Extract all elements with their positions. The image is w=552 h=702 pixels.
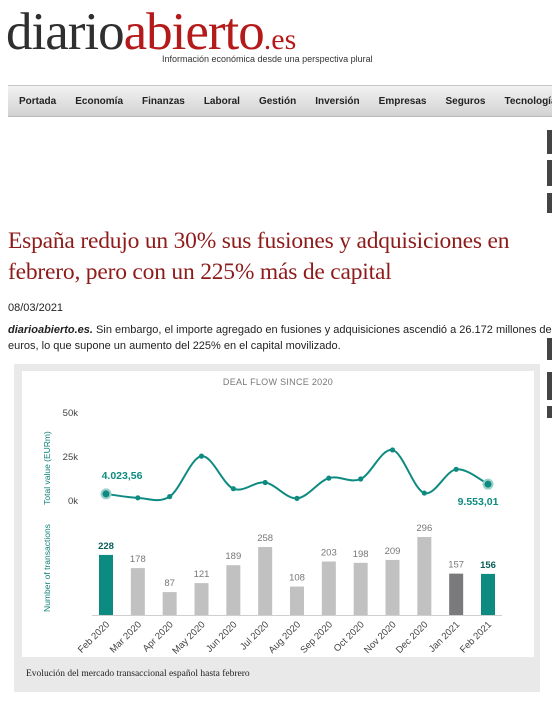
bar-jul-2020	[258, 547, 273, 615]
line-label-first: 4.023,56	[102, 470, 143, 482]
bars-axis-label: Number of transactions	[42, 524, 52, 612]
lead-brand: diarioabierto.es.	[8, 324, 93, 336]
bar-jan-2021	[449, 573, 464, 615]
bar-value-label-jun-2020: 189	[225, 551, 241, 562]
bar-apr-2020	[162, 592, 177, 615]
article-date: 08/03/2021	[8, 302, 64, 314]
bar-value-label-sep-2020: 203	[321, 548, 337, 559]
sidebar-edge	[547, 130, 552, 154]
nav-item-gestion[interactable]: Gestión	[258, 95, 297, 107]
bar-value-label-may-2020: 121	[194, 569, 210, 580]
line-point-aug-2020	[294, 495, 300, 501]
line-point-jan-2021	[453, 466, 459, 472]
article-lead: diarioabierto.es. Sin embargo, el import…	[8, 323, 552, 354]
sidebar-edge	[547, 193, 552, 213]
x-tick-label-feb-2021: Feb 2021	[458, 619, 494, 655]
line-point-feb-2021	[482, 478, 494, 490]
sidebar-edge	[547, 160, 552, 186]
bar-value-label-aug-2020: 108	[289, 573, 305, 584]
bar-mar-2020	[130, 568, 145, 615]
nav-item-economia[interactable]: Economía	[75, 95, 124, 107]
bar-oct-2020	[353, 562, 368, 615]
sidebar-edge	[547, 406, 552, 418]
line-point-jun-2020	[230, 486, 236, 492]
line-point-dec-2020	[421, 490, 427, 496]
x-tick-label-oct-2020: Oct 2020	[332, 619, 367, 654]
nav-item-portada[interactable]: Portada	[19, 95, 57, 107]
line-point-nov-2020	[389, 447, 396, 453]
bar-value-label-oct-2020: 198	[353, 549, 369, 560]
x-tick-label-dec-2020: Dec 2020	[394, 619, 431, 656]
bar-may-2020	[194, 583, 209, 615]
logo-part-diario: diario	[6, 3, 125, 61]
line-tick-label: 50k	[63, 408, 79, 419]
x-tick-label-feb-2020: Feb 2020	[76, 619, 112, 655]
line-point-mar-2020	[135, 495, 141, 501]
chart-title: DEAL FLOW SINCE 2020	[223, 377, 333, 387]
nav-item-tecnologia[interactable]: Tecnología	[504, 95, 552, 107]
nav-item-empresas[interactable]: Empresas	[378, 95, 427, 107]
site-logo[interactable]: diarioabierto.es	[6, 2, 296, 70]
bar-sep-2020	[321, 561, 336, 615]
bar-feb-2021	[481, 573, 495, 615]
bar-feb-2020	[99, 554, 113, 615]
x-tick-label-mar-2020: Mar 2020	[108, 619, 144, 655]
line-tick-label: 25k	[63, 452, 79, 463]
bar-value-label-nov-2020: 209	[385, 546, 401, 557]
deal-value-line	[105, 448, 489, 502]
x-tick-label-jan-2021: Jan 2021	[427, 619, 462, 654]
nav-item-seguros[interactable]: Seguros	[445, 95, 486, 107]
bar-value-label-feb-2020: 228	[98, 541, 114, 552]
bar-jun-2020	[226, 565, 241, 615]
logo-part-abierto: abierto	[123, 3, 265, 61]
sidebar-edge	[547, 372, 552, 400]
line-point-feb-2020	[100, 488, 112, 500]
bar-nov-2020	[385, 559, 400, 615]
bar-value-label-feb-2021: 156	[480, 560, 496, 571]
x-tick-label-nov-2020: Nov 2020	[362, 619, 399, 656]
line-tick-label: 0k	[68, 496, 78, 507]
x-tick-label-may-2020: May 2020	[170, 619, 207, 656]
bar-value-label-apr-2020: 87	[164, 578, 175, 589]
article-headline[interactable]: España redujo un 30% sus fusiones y adqu…	[8, 228, 510, 285]
article-figure: DEAL FLOW SINCE 2020 Total value (EURm) Nu…	[14, 364, 540, 692]
x-tick-label-sep-2020: Sep 2020	[298, 619, 335, 656]
line-axis-label: Total value (EURm)	[42, 431, 52, 505]
nav-item-inversion[interactable]: Inversión	[315, 95, 360, 107]
line-point-apr-2020	[167, 494, 173, 500]
lead-text: Sin embargo, el importe agregado en fusi…	[8, 324, 552, 352]
deal-flow-chart: DEAL FLOW SINCE 2020 Total value (EURm) Nu…	[22, 371, 534, 657]
logo-part-es: .es	[263, 23, 297, 56]
nav-item-laboral[interactable]: Laboral	[203, 95, 240, 107]
bar-value-label-mar-2020: 178	[130, 554, 146, 565]
bar-aug-2020	[290, 586, 304, 615]
bar-value-label-jan-2021: 157	[448, 560, 464, 571]
line-point-may-2020	[198, 453, 205, 459]
line-label-last: 9.553,01	[458, 496, 499, 508]
bar-value-label-dec-2020: 296	[416, 523, 432, 534]
bar-dec-2020	[417, 537, 432, 615]
line-point-oct-2020	[358, 476, 364, 482]
line-point-sep-2020	[326, 475, 332, 481]
x-tick-label-aug-2020: Aug 2020	[267, 619, 304, 656]
x-tick-label-jun-2020: Jun 2020	[204, 619, 239, 654]
site-tagline: Información económica desde una perspect…	[162, 54, 373, 64]
chart-svg: DEAL FLOW SINCE 2020 Total value (EURm) Nu…	[42, 377, 502, 657]
sidebar-edge	[547, 338, 552, 360]
figure-caption: Evolución del mercado transaccional espa…	[26, 669, 250, 679]
nav-item-finanzas[interactable]: Finanzas	[142, 95, 185, 107]
main-nav: Portada Economía Finanzas Laboral Gestió…	[8, 85, 552, 117]
bar-value-label-jul-2020: 258	[257, 533, 273, 544]
line-point-jul-2020	[262, 479, 268, 486]
